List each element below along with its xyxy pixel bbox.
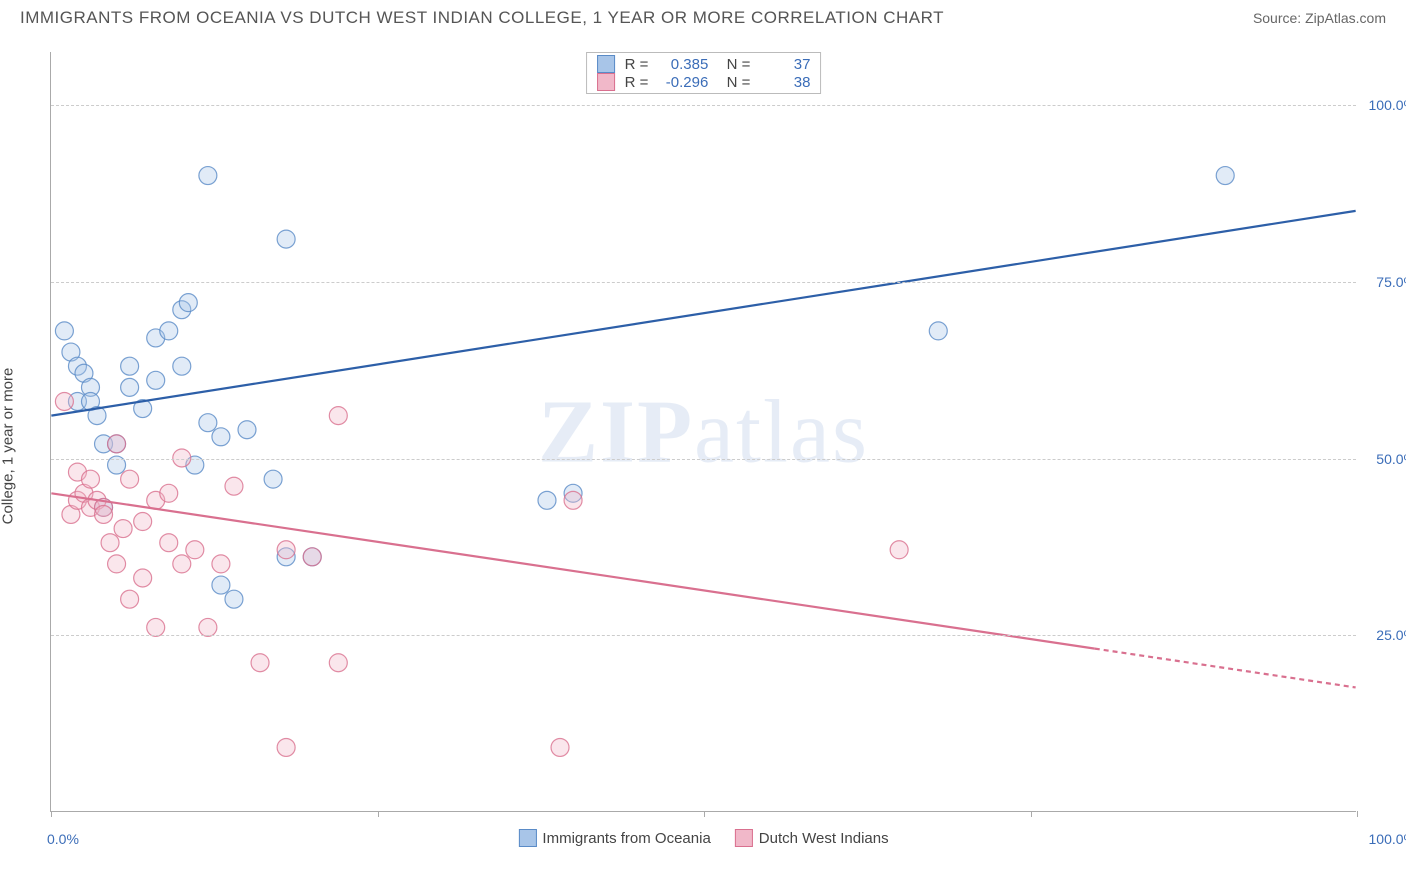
y-tick-label: 75.0% [1366,274,1406,290]
scatter-svg [51,52,1356,811]
chart-plot-area: ZIPatlas R = 0.385 N = 37 R = -0.296 N =… [50,52,1356,812]
r-label: R = [625,74,649,91]
y-tick-label: 50.0% [1366,451,1406,467]
y-tick-label: 25.0% [1366,627,1406,643]
x-max-label: 100.0% [1366,831,1406,847]
n-value-0: 37 [760,56,810,73]
r-label: R = [625,56,649,73]
r-value-1: -0.296 [658,74,708,91]
y-axis-label: College, 1 year or more [0,368,17,525]
n-label: N = [718,56,750,73]
legend-swatch-pink-icon [735,829,753,847]
x-min-label: 0.0% [47,831,79,847]
legend-swatch-pink [597,73,615,91]
legend-label-0: Immigrants from Oceania [542,830,710,847]
legend-swatch-blue [597,55,615,73]
legend-row-oceania: R = 0.385 N = 37 [587,55,821,73]
chart-title: IMMIGRANTS FROM OCEANIA VS DUTCH WEST IN… [20,8,944,28]
r-value-0: 0.385 [658,56,708,73]
legend-label-1: Dutch West Indians [759,830,889,847]
n-label: N = [718,74,750,91]
legend-swatch-blue-icon [518,829,536,847]
source-label: Source: ZipAtlas.com [1253,10,1386,26]
n-value-1: 38 [760,74,810,91]
legend-item-oceania: Immigrants from Oceania [518,829,710,847]
legend-row-dutch: R = -0.296 N = 38 [587,73,821,91]
legend-item-dutch: Dutch West Indians [735,829,889,847]
series-legend: Immigrants from Oceania Dutch West India… [518,829,888,847]
correlation-legend: R = 0.385 N = 37 R = -0.296 N = 38 [586,52,822,94]
y-tick-label: 100.0% [1366,97,1406,113]
